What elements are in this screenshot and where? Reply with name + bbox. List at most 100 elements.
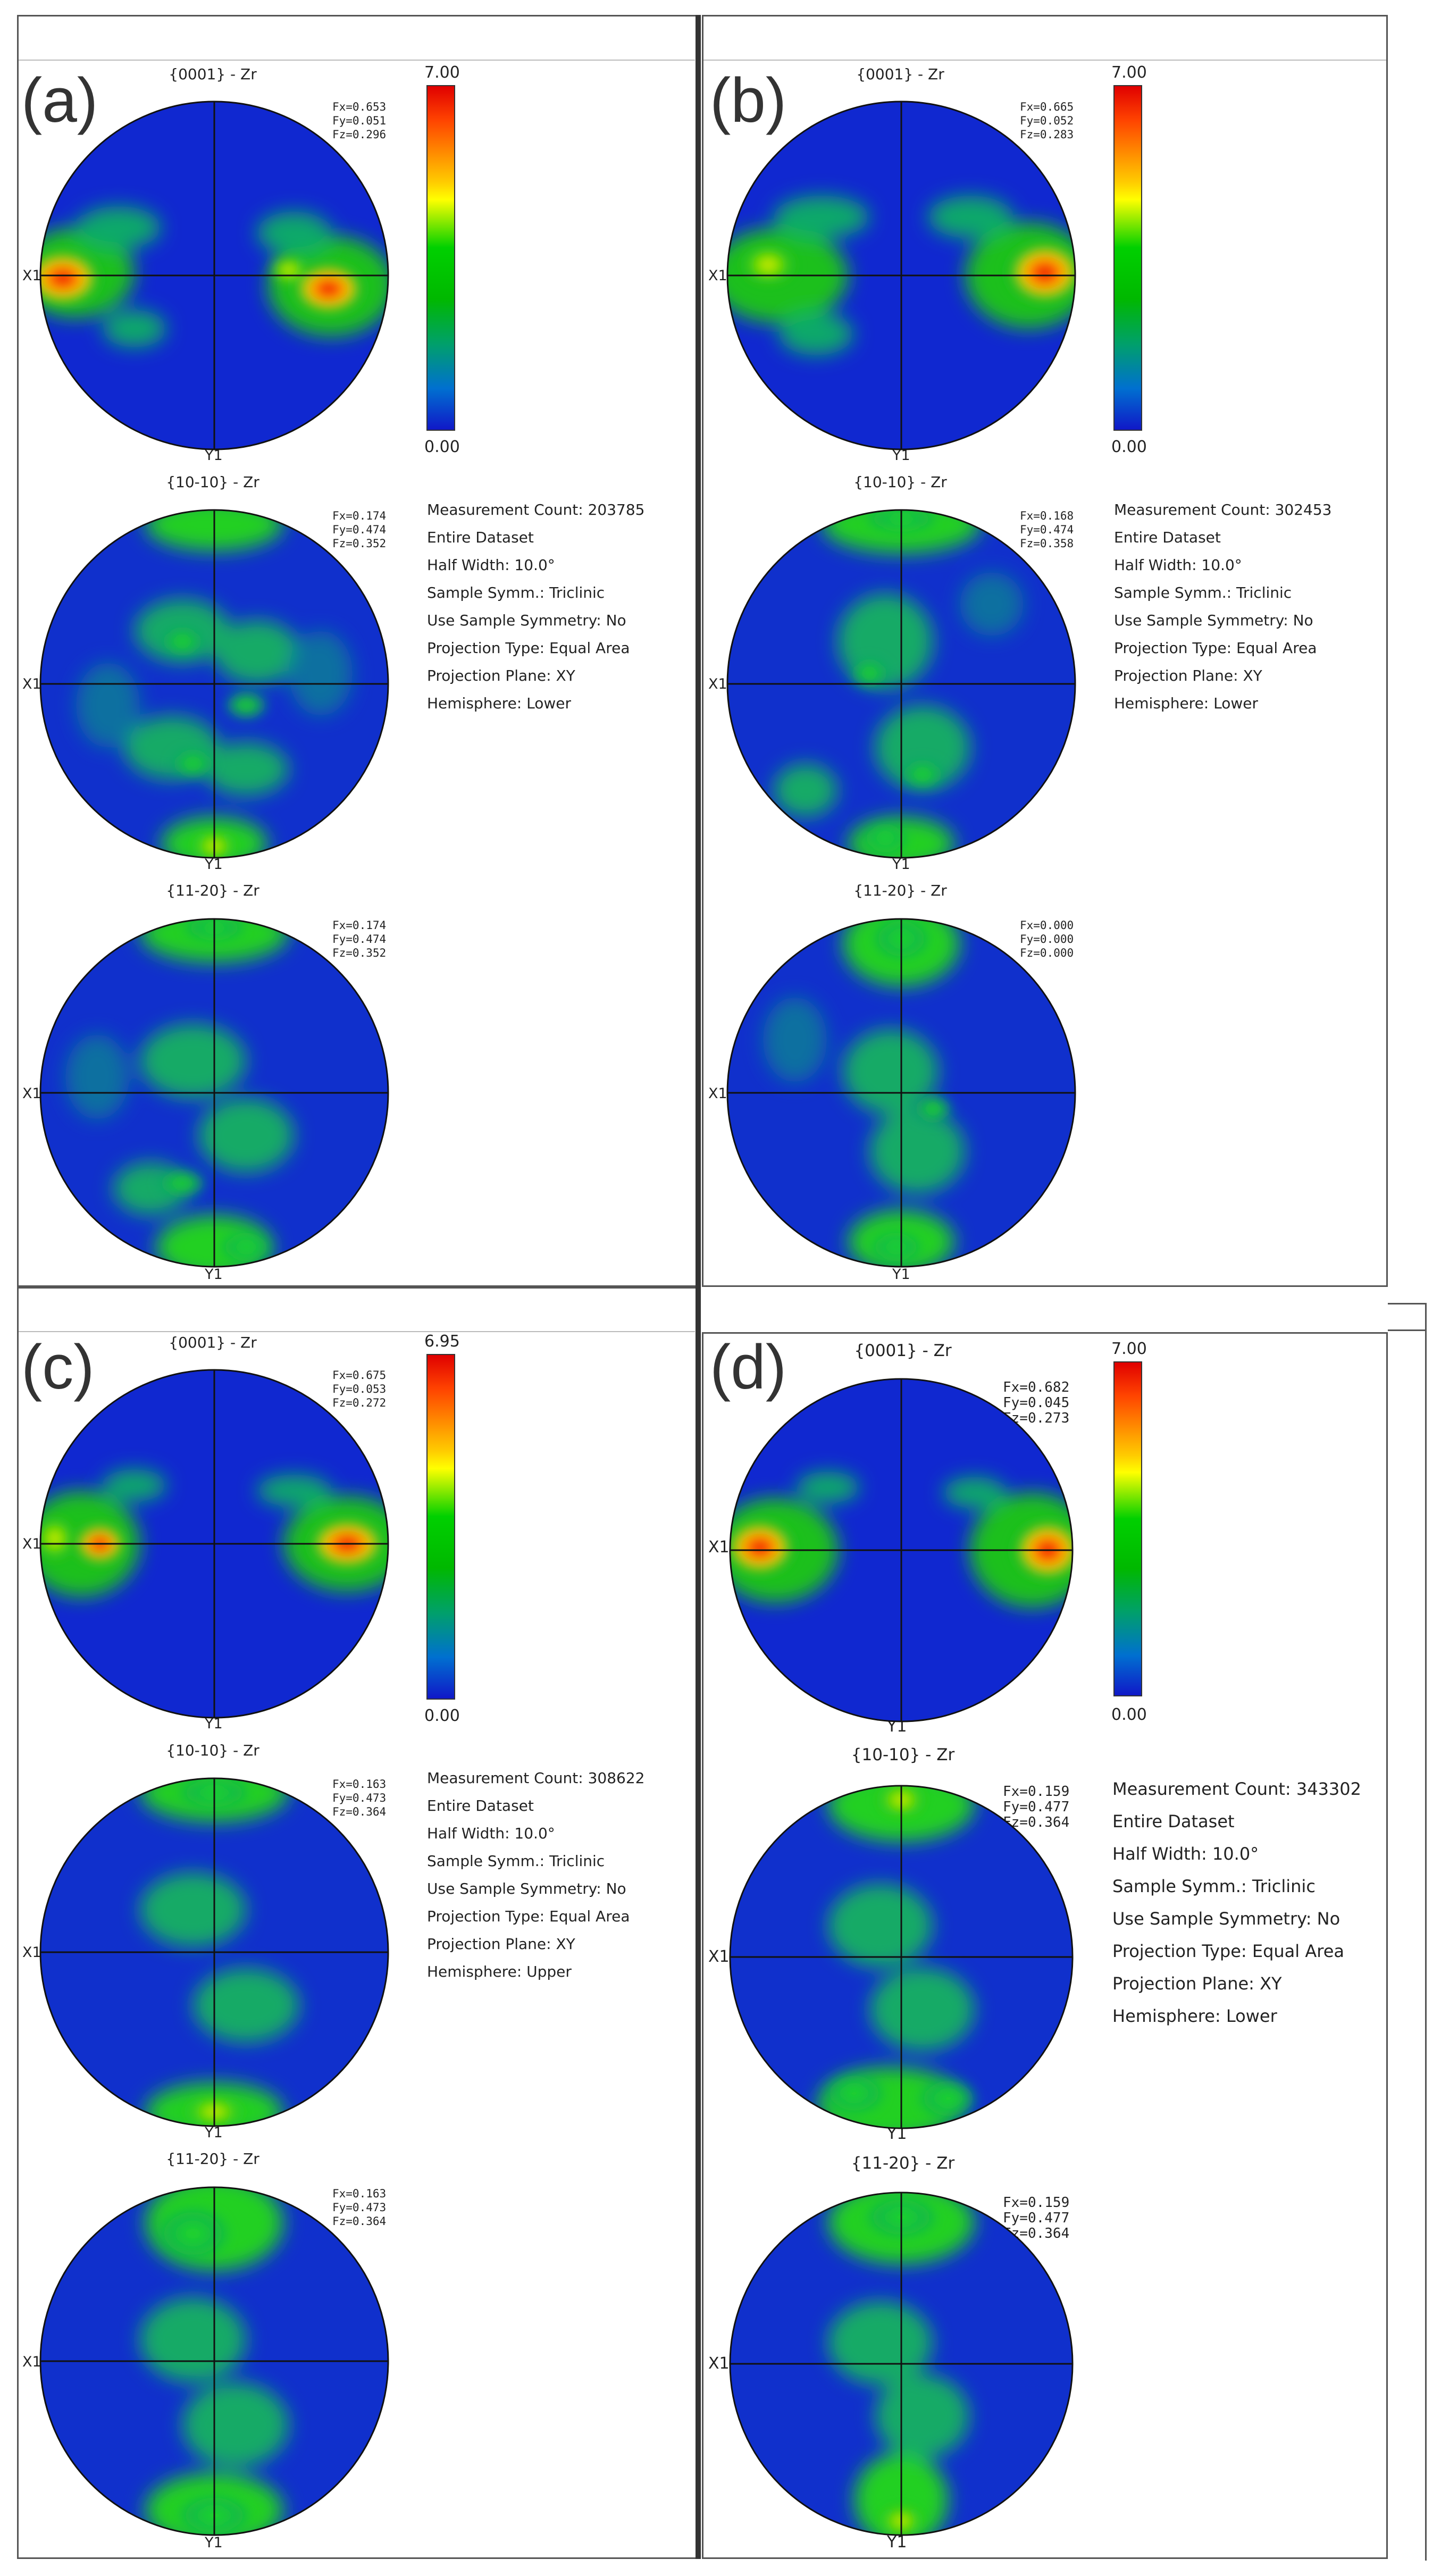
f-values: Fx=0.159 Fy=0.477 Fz=0.364	[1003, 1784, 1070, 1830]
pole-figure-10-10	[726, 509, 1076, 859]
pole-figure-11-20	[39, 2186, 389, 2536]
pole-figure-11-20	[39, 918, 389, 1268]
axis-x-label: X1	[708, 267, 727, 284]
axis-x-label: X1	[22, 1085, 41, 1102]
axis-x-label: X1	[708, 1947, 730, 1966]
pole-figure-0001	[729, 1378, 1074, 1722]
outer-border-top	[1388, 1329, 1425, 1331]
pole-figure-title: {11-20} - Zr	[853, 882, 947, 899]
axis-y-label: Y1	[205, 856, 223, 873]
meta-line: Use Sample Symmetry: No	[427, 1880, 626, 1897]
f-values: Fx=0.675 Fy=0.053 Fz=0.272	[332, 1369, 387, 1409]
color-scale-bar	[1113, 1361, 1142, 1696]
axis-y-label: Y1	[205, 1716, 223, 1732]
scale-min-label: 0.00	[1111, 438, 1147, 456]
meta-line: Use Sample Symmetry: No	[1112, 1909, 1341, 1929]
meta-line: Projection Type: Equal Area	[427, 1908, 630, 1925]
meta-line: Projection Type: Equal Area	[1112, 1941, 1344, 1961]
meta-line: Entire Dataset	[1112, 1811, 1235, 1831]
scale-max-label: 7.00	[1111, 1340, 1147, 1358]
scale-max-label: 7.00	[1111, 63, 1147, 82]
measurement-info: Measurement Count: 203785 Entire Dataset…	[427, 496, 645, 717]
meta-line: Projection Plane: XY	[1112, 1973, 1282, 1994]
meta-line: Measurement Count: 302453	[1114, 501, 1332, 518]
pole-figure-title: {10-10} - Zr	[853, 473, 947, 491]
axis-y-label: Y1	[205, 1266, 223, 1283]
panel-label: (d)	[710, 1332, 787, 1402]
meta-line: Hemisphere: Lower	[1112, 2006, 1277, 2026]
scale-min-label: 0.00	[1111, 1705, 1147, 1724]
scale-max-label: 6.95	[424, 1332, 460, 1351]
header-line-b	[703, 60, 1386, 61]
axis-x-label: X1	[22, 267, 41, 284]
f-values: Fx=0.163 Fy=0.473 Fz=0.364	[332, 2187, 387, 2228]
pole-figure-10-10	[729, 1785, 1074, 2129]
axis-y-label: Y1	[892, 1266, 910, 1283]
color-scale-bar	[426, 1354, 455, 1700]
meta-line: Projection Plane: XY	[427, 1935, 575, 1953]
axis-y-label: Y1	[892, 856, 910, 873]
measurement-info: Measurement Count: 302453 Entire Dataset…	[1114, 496, 1332, 717]
pole-figure-title: {0001} - Zr	[856, 65, 944, 83]
meta-line: Projection Plane: XY	[427, 667, 575, 684]
center-divider	[696, 15, 701, 2559]
meta-line: Measurement Count: 343302	[1112, 1779, 1361, 1799]
pole-figure-title: {0001} - Zr	[169, 1334, 257, 1351]
meta-line: Hemisphere: Lower	[427, 695, 572, 712]
axis-y-label: Y1	[892, 447, 910, 464]
axis-y-label: Y1	[887, 2533, 907, 2552]
pole-figure-title: {10-10} - Zr	[166, 1742, 259, 1759]
meta-line: Use Sample Symmetry: No	[427, 612, 626, 629]
pole-figure-title: {10-10} - Zr	[851, 1745, 955, 1764]
meta-line: Use Sample Symmetry: No	[1114, 612, 1313, 629]
pole-figure-0001	[39, 1369, 389, 1719]
axis-x-label: X1	[708, 1085, 727, 1102]
meta-line: Projection Type: Equal Area	[1114, 639, 1317, 657]
meta-line: Entire Dataset	[427, 1797, 534, 1814]
pole-figure-0001	[726, 101, 1076, 450]
axis-y-label: Y1	[205, 2535, 223, 2551]
pole-figure-title: {0001} - Zr	[854, 1341, 952, 1360]
header-line-a	[19, 60, 695, 61]
pole-figure-10-10	[39, 509, 389, 859]
f-values: Fx=0.159 Fy=0.477 Fz=0.364	[1003, 2195, 1070, 2242]
meta-line: Half Width: 10.0°	[427, 1825, 555, 1842]
axis-x-label: X1	[708, 2354, 730, 2373]
meta-line: Sample Symm.: Triclinic	[427, 1852, 605, 1870]
measurement-info: Measurement Count: 343302 Entire Dataset…	[1112, 1773, 1361, 2033]
pole-figure-10-10	[39, 1777, 389, 2127]
pole-figure-title: {10-10} - Zr	[166, 473, 259, 491]
panel-label: (b)	[710, 65, 787, 136]
meta-line: Hemisphere: Lower	[1114, 695, 1259, 712]
meta-line: Hemisphere: Upper	[427, 1963, 572, 1980]
meta-line: Sample Symm.: Triclinic	[1114, 584, 1292, 601]
f-values: Fx=0.000 Fy=0.000 Fz=0.000	[1020, 919, 1074, 959]
axis-x-label: X1	[22, 676, 41, 692]
outer-border-right	[1388, 1303, 1427, 2561]
pole-figure-11-20	[726, 918, 1076, 1268]
color-scale-bar	[1113, 85, 1142, 431]
axis-x-label: X1	[22, 1536, 41, 1552]
f-values: Fx=0.653 Fy=0.051 Fz=0.296	[332, 101, 387, 141]
meta-line: Entire Dataset	[1114, 529, 1221, 546]
meta-line: Sample Symm.: Triclinic	[1112, 1876, 1316, 1896]
f-values: Fx=0.174 Fy=0.474 Fz=0.352	[332, 509, 387, 550]
meta-line: Sample Symm.: Triclinic	[427, 584, 605, 601]
meta-line: Entire Dataset	[427, 529, 534, 546]
pole-figure-title: {11-20} - Zr	[851, 2154, 955, 2173]
header-line-c	[19, 1331, 695, 1332]
axis-x-label: X1	[708, 1538, 730, 1557]
meta-line: Projection Type: Equal Area	[427, 639, 630, 657]
meta-line: Measurement Count: 203785	[427, 501, 645, 518]
pole-figure-title: {0001} - Zr	[169, 65, 257, 83]
f-values: Fx=0.168 Fy=0.474 Fz=0.358	[1020, 509, 1074, 550]
meta-line: Projection Plane: XY	[1114, 667, 1262, 684]
axis-y-label: Y1	[205, 2125, 223, 2141]
f-values: Fx=0.174 Fy=0.474 Fz=0.352	[332, 919, 387, 959]
meta-line: Measurement Count: 308622	[427, 1769, 645, 1787]
color-scale-bar	[426, 85, 455, 431]
axis-y-label: Y1	[205, 447, 223, 464]
measurement-info: Measurement Count: 308622 Entire Dataset…	[427, 1764, 645, 1986]
pole-figure-11-20	[729, 2192, 1074, 2536]
axis-x-label: X1	[708, 676, 727, 692]
